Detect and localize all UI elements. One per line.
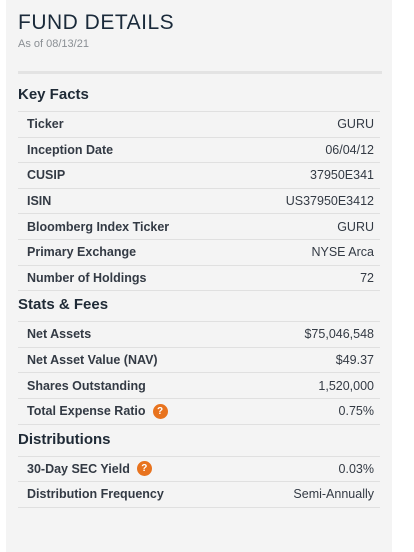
section-title-key-facts: Key Facts — [18, 86, 89, 103]
row-label-text: 30-Day SEC Yield — [27, 461, 130, 476]
table-row: Total Expense Ratio ? 0.75% — [18, 399, 380, 425]
row-label: Distribution Frequency — [27, 487, 164, 502]
row-label: Ticker — [27, 117, 64, 132]
key-facts-table: Ticker GURU Inception Date 06/04/12 CUSI… — [18, 111, 380, 292]
row-value: $75,046,548 — [304, 327, 374, 342]
row-label-text: Total Expense Ratio — [27, 404, 146, 419]
row-value: 37950E341 — [310, 168, 374, 183]
table-row: Inception Date 06/04/12 — [18, 138, 380, 164]
row-value: GURU — [337, 219, 374, 234]
row-label: Number of Holdings — [27, 270, 147, 285]
row-value: GURU — [337, 117, 374, 132]
row-value: $49.37 — [335, 353, 374, 368]
row-label: Net Assets — [27, 327, 92, 342]
row-label-with-help: Total Expense Ratio ? — [27, 403, 168, 419]
row-value: 0.75% — [338, 404, 374, 419]
stats-fees-table: Net Assets $75,046,548 Net Asset Value (… — [18, 321, 380, 425]
row-value: NYSE Arca — [311, 245, 374, 260]
section-title-distributions: Distributions — [18, 430, 111, 448]
fund-details-panel: FUND DETAILS As of 08/13/21 Key Facts Ti… — [6, 0, 392, 552]
table-row: Distribution Frequency Semi-Annually — [18, 482, 380, 508]
row-value: US37950E3412 — [285, 194, 374, 209]
table-row: Net Assets $75,046,548 — [18, 322, 380, 348]
row-label: Net Asset Value (NAV) — [27, 353, 158, 368]
row-value: 72 — [360, 270, 374, 285]
table-row: Primary Exchange NYSE Arca — [18, 240, 380, 266]
table-row: Bloomberg Index Ticker GURU — [18, 214, 380, 240]
distributions-table: 30-Day SEC Yield ? 0.03% Distribution Fr… — [18, 455, 380, 508]
row-label: Primary Exchange — [27, 245, 137, 260]
table-row: CUSIP 37950E341 — [18, 163, 380, 189]
section-title-stats-fees: Stats & Fees — [18, 296, 109, 314]
row-label: CUSIP — [27, 168, 66, 183]
row-label: ISIN — [27, 194, 52, 209]
table-row: ISIN US37950E3412 — [18, 189, 380, 215]
page-title: FUND DETAILS — [18, 11, 175, 34]
row-label: Shares Outstanding — [27, 378, 146, 393]
row-value: 1,520,000 — [318, 378, 374, 393]
row-label: Bloomberg Index Ticker — [27, 219, 170, 234]
table-row: 30-Day SEC Yield ? 0.03% — [18, 457, 380, 483]
help-icon[interactable]: ? — [136, 461, 152, 477]
as-of-date: As of 08/13/21 — [18, 38, 89, 50]
row-label: Inception Date — [27, 142, 114, 157]
table-row: Net Asset Value (NAV) $49.37 — [18, 348, 380, 374]
help-icon[interactable]: ? — [152, 403, 168, 419]
row-value: Semi-Annually — [293, 487, 374, 502]
table-row: Shares Outstanding 1,520,000 — [18, 373, 380, 399]
header-divider — [18, 71, 382, 74]
row-label-with-help: 30-Day SEC Yield ? — [27, 461, 152, 477]
row-value: 0.03% — [338, 461, 374, 476]
row-value: 06/04/12 — [325, 142, 374, 157]
table-row: Ticker GURU — [18, 112, 380, 138]
table-row: Number of Holdings 72 — [18, 266, 380, 292]
